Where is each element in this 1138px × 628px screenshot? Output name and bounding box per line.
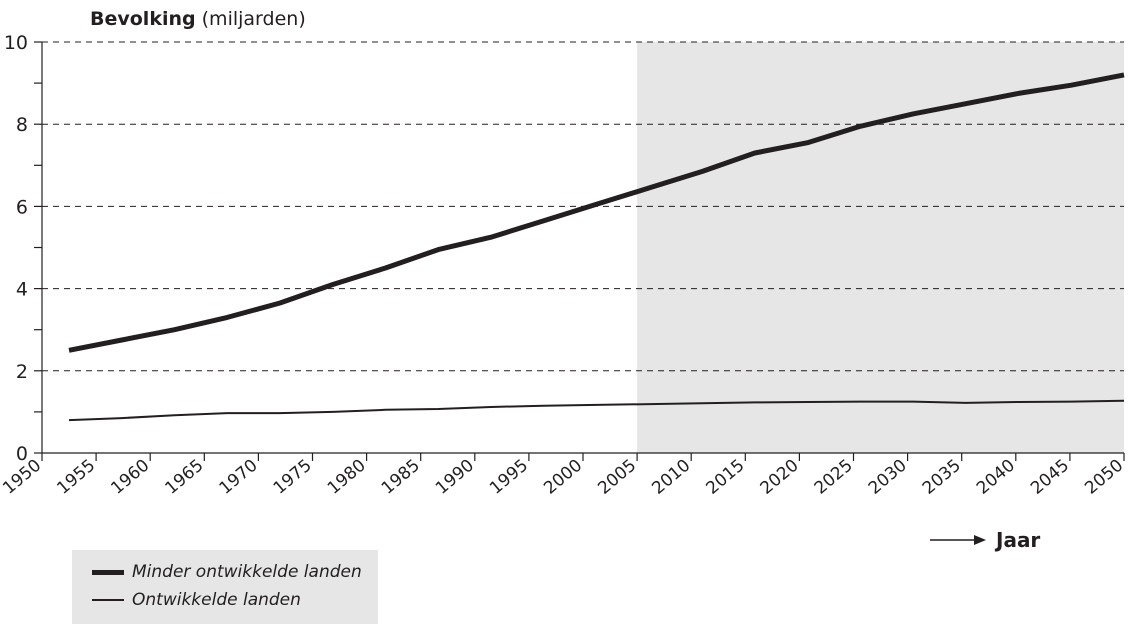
y-tick-label: 6: [16, 196, 28, 218]
series-line-ontwikkelde: [68, 399, 1125, 422]
legend-label: Minder ontwikkelde landen: [132, 562, 362, 582]
series-line-minder-ontwikkelde: [68, 72, 1125, 353]
legend-swatch-thin: [92, 599, 124, 601]
legend: Minder ontwikkelde landen Ontwikkelde la…: [72, 550, 378, 624]
y-tick-label: 2: [16, 361, 28, 383]
arrow-right-icon: [930, 535, 986, 545]
x-tick-label: 2040: [973, 456, 1019, 499]
y-tick-label: 10: [4, 32, 28, 54]
y-tick-label: 0: [16, 443, 28, 465]
legend-swatch-thick: [92, 569, 124, 575]
x-tick-label: 2010: [648, 456, 694, 499]
x-tick-label: 1990: [432, 456, 478, 499]
x-axis-title: Jaar: [996, 528, 1041, 552]
x-tick-label: 2025: [811, 456, 857, 499]
x-tick-label: 2045: [1027, 456, 1073, 499]
x-tick-label: 1965: [162, 456, 208, 499]
x-tick-label: 2050: [1081, 456, 1127, 499]
legend-item-minder: Minder ontwikkelde landen: [92, 562, 362, 582]
x-tick-label: 1995: [486, 456, 532, 499]
x-tick-label: 1970: [216, 456, 262, 499]
x-tick-label: 1985: [378, 456, 424, 499]
x-tick-label: 1975: [270, 456, 316, 499]
x-tick-label: 2035: [919, 456, 965, 499]
legend-label: Ontwikkelde landen: [132, 590, 301, 610]
x-tick-label: 1955: [53, 456, 99, 499]
y-axis-title: Bevolking (miljarden): [90, 8, 306, 30]
y-tick-label: 4: [16, 279, 28, 301]
x-tick-label: 2020: [757, 456, 803, 499]
x-tick-label: 2030: [865, 456, 911, 499]
legend-item-ontwikkelde: Ontwikkelde landen: [92, 590, 301, 610]
y-axis-title-main: Bevolking: [90, 8, 196, 30]
x-axis-title-group: Jaar: [930, 528, 1040, 552]
x-tick-label: 2005: [594, 456, 640, 499]
x-tick-label: 1960: [107, 456, 153, 499]
x-tick-label: 1980: [324, 456, 370, 499]
y-tick-label: 8: [16, 114, 28, 136]
x-tick-label: 2015: [703, 456, 749, 499]
x-tick-label: 2000: [540, 456, 586, 499]
y-axis-title-unit: (miljarden): [195, 8, 306, 30]
projection-shade: [637, 42, 1124, 453]
